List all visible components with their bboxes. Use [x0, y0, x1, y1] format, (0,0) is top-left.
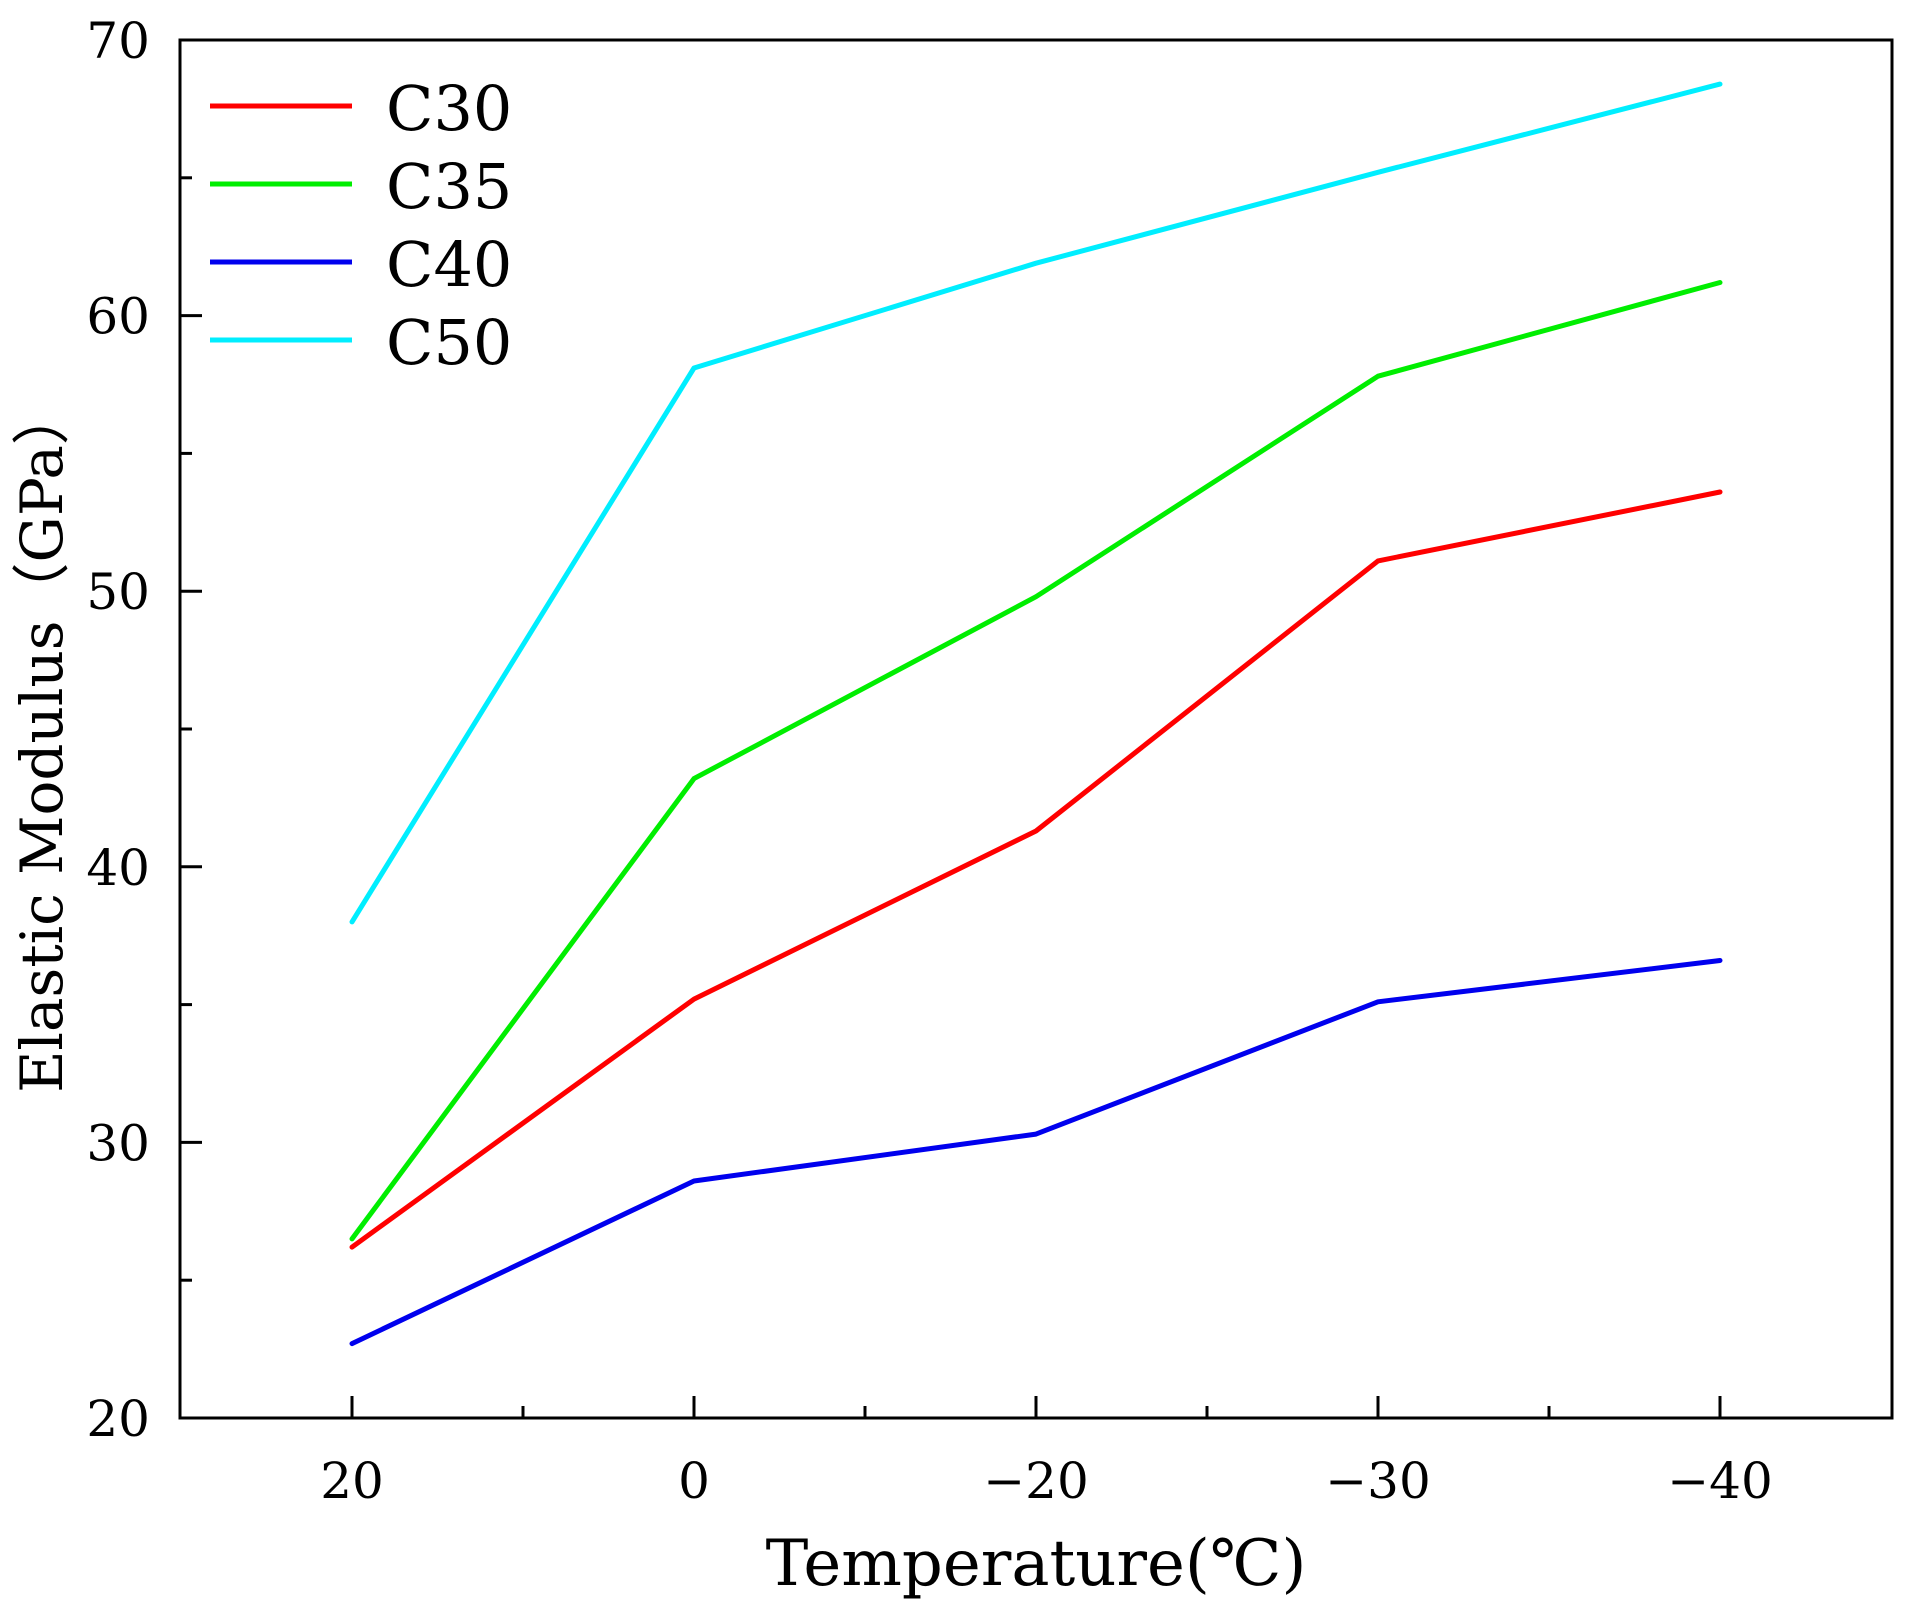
y-tick-label: 60 — [86, 288, 150, 346]
x-axis: 20 0 −20 −30 −40 — [320, 1396, 1773, 1510]
y-tick-label: 40 — [86, 839, 150, 897]
legend-label-c35: C35 — [386, 150, 512, 223]
legend-label-c50: C50 — [386, 306, 512, 379]
series-lines — [349, 81, 1723, 1347]
y-axis: 20 30 40 50 60 70 — [86, 12, 202, 1448]
series-line-c40 — [349, 958, 1723, 1347]
x-tick-label: −40 — [1667, 1452, 1773, 1510]
y-tick-label: 50 — [86, 563, 150, 621]
y-axis-label: Elastic Modulus（GPa） — [8, 387, 76, 1093]
x-tick-label: 0 — [678, 1452, 710, 1510]
series-line-c50 — [349, 81, 1723, 925]
x-axis-label: Temperature(℃) — [766, 1527, 1307, 1601]
series-line-c35 — [349, 280, 1723, 1242]
x-tick-label: −20 — [983, 1452, 1089, 1510]
y-tick-label: 20 — [86, 1390, 150, 1448]
series-line-c30 — [349, 489, 1723, 1250]
x-tick-label: −30 — [1325, 1452, 1431, 1510]
y-tick-label: 30 — [86, 1114, 150, 1172]
legend-label-c40: C40 — [386, 228, 512, 301]
x-tick-label: 20 — [320, 1452, 384, 1510]
legend-label-c30: C30 — [386, 72, 512, 145]
y-tick-label: 70 — [86, 12, 150, 70]
